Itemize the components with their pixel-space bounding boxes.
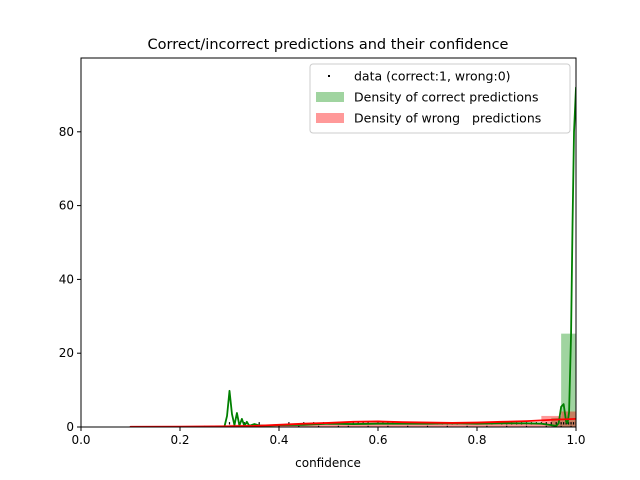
- y-tick-label-3: 60: [59, 199, 74, 213]
- data-point-wrong-13: [486, 425, 488, 427]
- legend: data (correct:1, wrong:0) Density of corr…: [309, 63, 571, 134]
- legend-label-2: Density of wrong predictions: [354, 111, 541, 126]
- legend-box: [309, 63, 571, 134]
- data-point-correct-52: [565, 422, 567, 425]
- hist-wrong-bar-6: [541, 415, 562, 427]
- legend-patch-correct: [316, 92, 344, 102]
- data-point-correct-48: [550, 422, 552, 425]
- data-point-wrong-18: [570, 425, 572, 427]
- x-tick-label-5: 1.0: [566, 433, 585, 447]
- y-tick-label-1: 20: [59, 346, 74, 360]
- data-point-wrong-17: [560, 425, 562, 427]
- hist-wrong-bar-4: [427, 423, 477, 427]
- kde-correct-line: [129, 86, 576, 427]
- data-point-wrong-16: [545, 425, 547, 427]
- data-point-correct-4: [288, 422, 290, 425]
- kde-wrong-line: [129, 417, 576, 427]
- y-tick-label-0: 0: [66, 420, 74, 434]
- x-tick-label-1: 0.2: [170, 433, 189, 447]
- data-point-correct-53: [567, 422, 570, 425]
- data-point-wrong-15: [525, 425, 528, 427]
- data-point-correct-0: [228, 422, 231, 425]
- legend-label-1: Density of correct predictions: [354, 90, 539, 105]
- hist-wrong-bar-3: [378, 423, 428, 427]
- legend-marker-data: [328, 75, 330, 77]
- data-point-wrong-2: [278, 425, 280, 427]
- data-point-wrong-8: [387, 425, 389, 427]
- x-axis-label: confidence: [295, 456, 361, 470]
- data-point-wrong-6: [347, 425, 349, 427]
- y-tick-label-4: 80: [59, 125, 74, 139]
- hist-wrong-bar-5: [477, 422, 542, 427]
- data-point-wrong-12: [466, 425, 468, 427]
- data-point-correct-3: [258, 422, 260, 425]
- hist-wrong-bar-2: [328, 423, 378, 427]
- plot-frame: [80, 57, 577, 428]
- chart-title: Correct/incorrect predictions and their …: [148, 37, 509, 53]
- data-point-wrong-9: [407, 425, 409, 427]
- data-point-wrong-5: [337, 425, 339, 427]
- data-point-wrong-3: [298, 425, 300, 427]
- x-tick-label-2: 0.4: [269, 433, 288, 447]
- legend-patch-wrong: [316, 113, 344, 123]
- hist-correct-bar-1: [561, 333, 576, 427]
- data-point-wrong-7: [367, 425, 369, 427]
- data-point-correct-49: [555, 422, 557, 425]
- y-tick-label-2: 40: [59, 272, 74, 286]
- data-point-wrong-11: [446, 425, 448, 427]
- x-tick-label-3: 0.6: [368, 433, 387, 447]
- data-point-correct-54: [570, 422, 572, 425]
- legend-label-0: data (correct:1, wrong:0): [354, 69, 511, 84]
- data-point-wrong-14: [506, 425, 508, 427]
- x-tick-label-4: 0.8: [467, 433, 486, 447]
- data-point-wrong-4: [318, 425, 320, 427]
- data-point-correct-50: [560, 422, 562, 425]
- x-tick-label-0: 0.0: [71, 433, 90, 447]
- data-point-correct-47: [545, 422, 547, 425]
- data-point-wrong-10: [426, 425, 429, 427]
- data-point-correct-51: [563, 422, 565, 425]
- data-point-correct-55: [572, 422, 575, 425]
